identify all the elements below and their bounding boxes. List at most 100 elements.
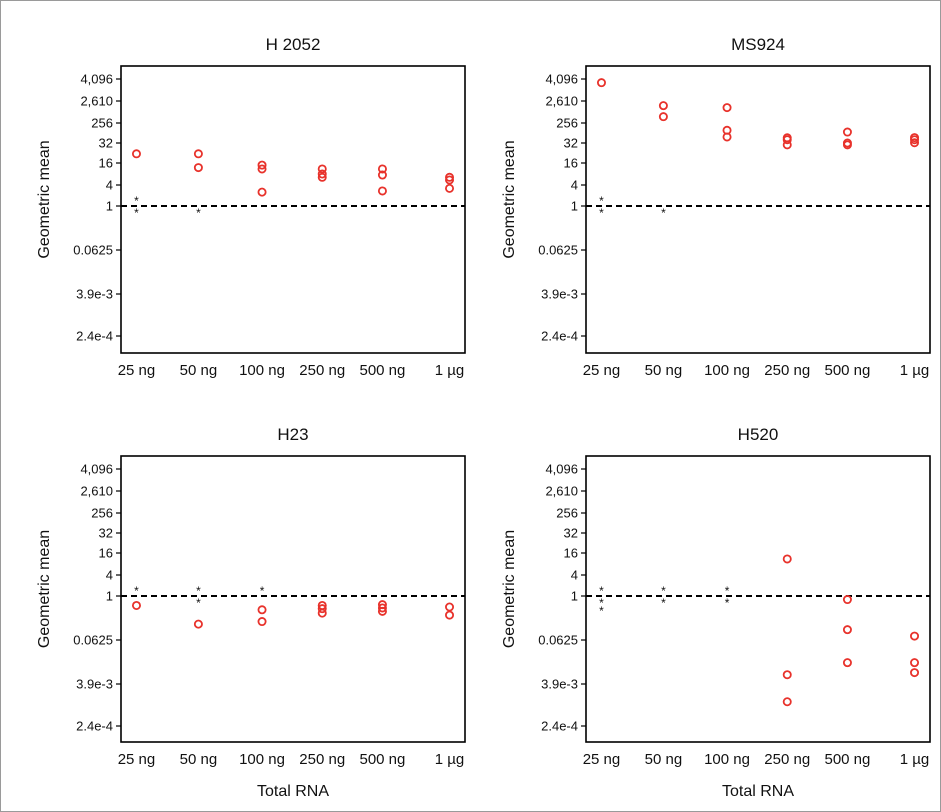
data-point	[910, 138, 920, 148]
significance-star: *	[725, 596, 730, 610]
data-point	[377, 603, 387, 613]
x-tick-label: 50 ng	[645, 751, 683, 768]
y-tick-label: 3.9e-3	[541, 287, 578, 302]
y-tick-label: 32	[99, 136, 113, 151]
y-tick-label: 3.9e-3	[76, 287, 113, 302]
y-tick-label: 16	[564, 546, 578, 561]
y-tick-label: 256	[556, 116, 578, 131]
significance-star: *	[725, 584, 730, 598]
x-tick-label: 500 ng	[359, 362, 405, 379]
y-tick-label: 4	[571, 568, 578, 583]
significance-star: *	[599, 604, 604, 618]
y-tick-label: 256	[91, 116, 113, 131]
y-axis-label: Geometric mean	[36, 140, 53, 258]
data-point	[193, 163, 203, 173]
data-point	[377, 606, 387, 616]
y-tick-label: 0.0625	[538, 633, 578, 648]
data-point	[193, 619, 203, 629]
x-tick-label: 50 ng	[645, 362, 683, 379]
data-point	[596, 78, 606, 88]
y-tick-label: 2.4e-4	[541, 329, 578, 344]
x-tick-label: 25 ng	[583, 362, 621, 379]
data-point	[910, 631, 920, 641]
y-tick-label: 0.0625	[73, 243, 113, 258]
chart-panel-1: H 2052 4,096 2,610 256 32 16 4 1 0.0625 3.9e-3 2.4…	[36, 35, 466, 379]
x-tick-label: 100 ng	[239, 751, 285, 768]
data-point	[257, 617, 267, 627]
x-tick-label: 1 µg	[900, 751, 930, 768]
y-tick-label: 256	[556, 506, 578, 521]
data-point	[377, 170, 387, 180]
data-point	[658, 101, 668, 111]
x-tick-label: 25 ng	[118, 362, 156, 379]
data-point	[722, 103, 732, 113]
y-tick-label: 0.0625	[73, 633, 113, 648]
x-tick-label: 250 ng	[764, 362, 810, 379]
x-tick-label: 25 ng	[118, 751, 156, 768]
y-tick-label: 2,610	[545, 94, 578, 109]
y-tick-label: 4,096	[545, 72, 578, 87]
data-point	[257, 164, 267, 174]
x-tick-label: 250 ng	[764, 751, 810, 768]
data-point	[722, 132, 732, 142]
data-point	[910, 668, 920, 678]
data-point	[317, 169, 327, 179]
data-point	[842, 658, 852, 668]
y-axis-label: Geometric mean	[501, 140, 518, 258]
data-point	[445, 175, 455, 185]
plot-area-border	[120, 455, 466, 743]
y-tick-label: 1	[106, 589, 113, 604]
significance-star: *	[260, 584, 265, 598]
chart-panel-4: H520 4,096 2,610 256 32 16 4 1 0.0625 3.9e-3 2.4e-…	[501, 425, 931, 800]
x-axis-label: Total RNA	[722, 783, 794, 800]
data-point	[131, 600, 141, 610]
panel-title: H23	[277, 425, 308, 444]
x-tick-label: 1 µg	[900, 362, 930, 379]
x-tick-label: 500 ng	[824, 751, 870, 768]
x-tick-label: 100 ng	[239, 362, 285, 379]
data-point	[257, 187, 267, 197]
data-point	[658, 112, 668, 122]
x-tick-label: 100 ng	[704, 751, 750, 768]
y-tick-label: 16	[564, 156, 578, 171]
data-point	[782, 554, 792, 564]
y-tick-label: 16	[99, 546, 113, 561]
significance-star: *	[599, 596, 604, 610]
data-point	[842, 625, 852, 635]
data-point	[131, 149, 141, 159]
significance-star: *	[599, 194, 604, 208]
y-tick-label: 4	[106, 568, 113, 583]
chart-panel-3: H23 4,096 2,610 256 32 16 4 1 0.0625 3.9e-3 2.4e-4…	[36, 425, 466, 800]
x-tick-label: 50 ng	[180, 751, 218, 768]
x-tick-label: 25 ng	[583, 751, 621, 768]
y-tick-label: 0.0625	[538, 243, 578, 258]
data-point	[317, 164, 327, 174]
x-tick-label: 500 ng	[824, 362, 870, 379]
data-point	[782, 140, 792, 150]
data-point	[910, 658, 920, 668]
significance-star: *	[134, 584, 139, 598]
data-point	[193, 149, 203, 159]
data-point	[842, 127, 852, 137]
y-axis-label: Geometric mean	[501, 530, 518, 648]
y-tick-label: 2.4e-4	[541, 719, 578, 734]
panel-title: H520	[738, 425, 779, 444]
y-tick-label: 4,096	[545, 462, 578, 477]
plot-area-border	[585, 455, 931, 743]
y-tick-label: 256	[91, 506, 113, 521]
plot-area-border	[585, 65, 931, 354]
x-tick-label: 100 ng	[704, 362, 750, 379]
data-point	[782, 670, 792, 680]
y-tick-label: 32	[564, 526, 578, 541]
chart-panel-2: MS924 4,096 2,610 256 32 16 4 1 0.0625 3.9e-3 2.4e…	[501, 35, 931, 379]
data-point	[445, 602, 455, 612]
data-point	[445, 183, 455, 193]
x-tick-label: 1 µg	[435, 362, 465, 379]
panel-title: MS924	[731, 35, 785, 54]
data-point	[910, 135, 920, 145]
y-tick-label: 4	[571, 178, 578, 193]
y-tick-label: 3.9e-3	[76, 677, 113, 692]
data-point	[257, 160, 267, 170]
